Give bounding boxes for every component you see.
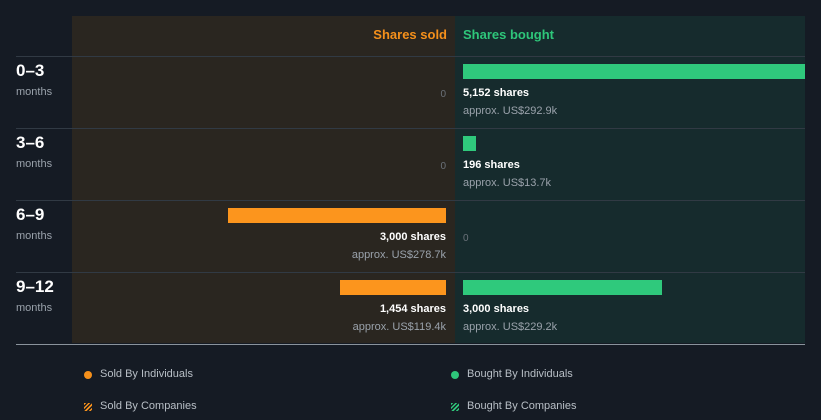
period-unit-label: months [16,158,53,170]
period-label: 0–3 [16,61,45,80]
shares-bought-count: 5,152 shares [463,87,530,99]
shares-bought-bar [463,280,663,295]
shares-bought-bar [463,64,805,79]
legend-label: Bought By Individuals [467,368,573,380]
legend-dot-icon [84,371,92,379]
shares-sold-value: approx. US$278.7k [351,249,446,261]
shares-sold-bar [228,208,446,223]
row-divider [16,344,805,345]
row-divider [16,200,805,201]
row-divider [16,272,805,273]
period-unit-label: months [16,230,53,242]
row-divider [16,128,805,129]
legend-hatch-icon [84,403,92,411]
period-unit-label: months [16,86,53,98]
shares-bought-value: approx. US$229.2k [463,321,558,333]
shares-bought-count: 3,000 shares [463,303,530,315]
period-label: 9–12 [16,277,54,296]
legend-label: Bought By Companies [467,400,577,412]
shares-sold-count: 1,454 shares [379,303,446,315]
shares-bought-bar [463,136,476,151]
shares-sold-zero: 0 [440,89,446,100]
shares-sold-header: Shares sold [373,27,447,42]
legend-hatch-icon [451,403,459,411]
shares-bought-count: 196 shares [463,159,520,171]
legend-dot-icon [451,371,459,379]
shares-bought-value: approx. US$292.9k [463,105,558,117]
shares-sold-value: approx. US$119.4k [352,321,446,333]
shares-sold-bar [340,280,446,295]
shares-bought-zero: 0 [463,233,469,244]
shares-bought-header: Shares bought [463,27,555,42]
period-label: 3–6 [16,133,45,152]
shares-sold-zero: 0 [440,161,446,172]
period-label: 6–9 [16,205,45,224]
legend-label: Sold By Individuals [100,368,193,380]
period-unit-label: months [16,302,53,314]
legend-label: Sold By Companies [100,400,197,412]
shares-bought-value: approx. US$13.7k [463,177,552,189]
shares-sold-count: 3,000 shares [379,231,446,243]
row-divider [16,56,805,57]
